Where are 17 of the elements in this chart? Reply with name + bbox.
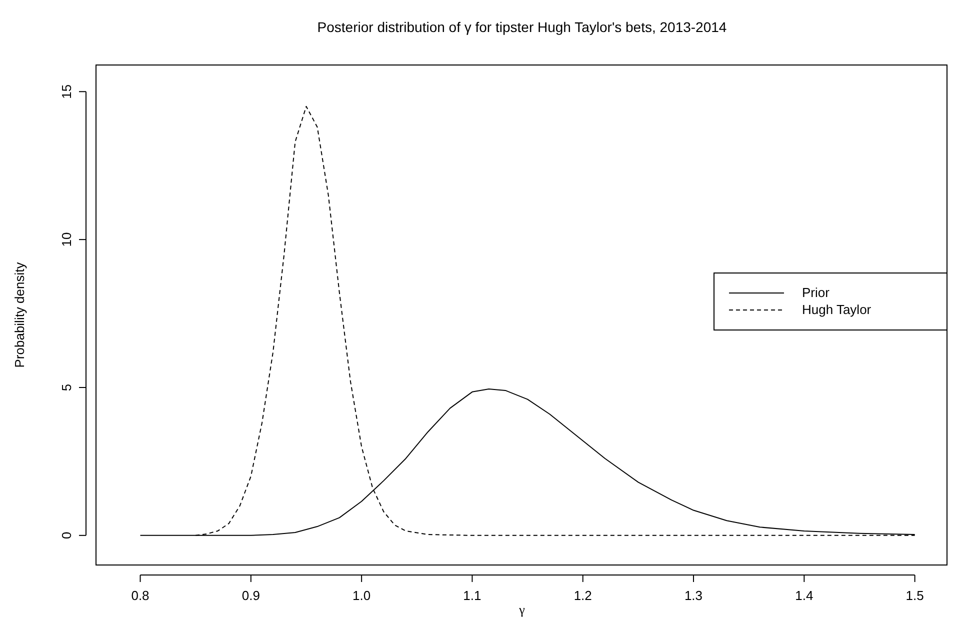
legend-label: Prior: [802, 285, 830, 300]
x-tick-label: 0.9: [242, 588, 260, 603]
x-tick-label: 1.4: [795, 588, 814, 603]
y-tick-label: 15: [59, 84, 74, 99]
y-tick-label: 10: [59, 232, 74, 247]
x-tick-label: 0.8: [131, 588, 150, 603]
y-axis-title: Probability density: [12, 262, 27, 368]
x-tick-label: 1.2: [574, 588, 592, 603]
chart-title: Posterior distribution of γ for tipster Hugh Taylor's bets, 2013-2014: [317, 19, 727, 35]
x-tick-label: 1.3: [684, 588, 703, 603]
y-tick-label: 0: [59, 532, 74, 540]
x-axis-title: γ: [518, 602, 526, 617]
x-tick-label: 1.5: [906, 588, 924, 603]
x-tick-label: 1.0: [352, 588, 371, 603]
legend-label: Hugh Taylor: [802, 302, 872, 317]
x-tick-label: 1.1: [463, 588, 482, 603]
y-tick-label: 5: [59, 384, 74, 392]
